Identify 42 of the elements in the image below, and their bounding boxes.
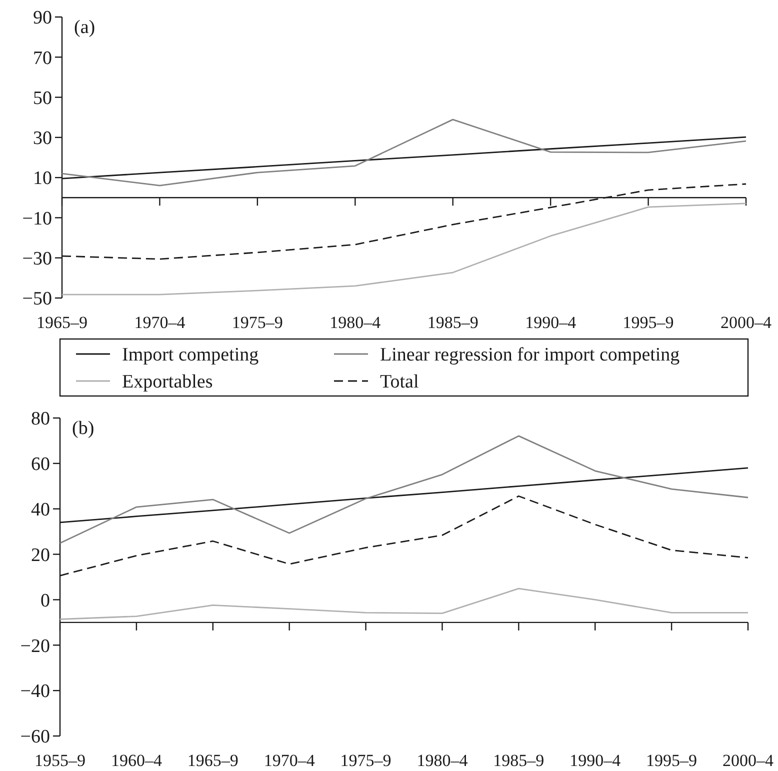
x-tick-label: 1965–9 <box>187 751 238 770</box>
line-series <box>61 202 747 296</box>
legend-label: Total <box>380 372 419 393</box>
x-tick-label: 1990–4 <box>570 751 622 770</box>
y-tick-label: 90 <box>33 8 52 29</box>
x-tick-label: 1985–9 <box>427 313 478 332</box>
x-tick-label: 1990–4 <box>525 313 577 332</box>
x-tick-label: 1970–4 <box>134 313 186 332</box>
x-tick-label: 1980–4 <box>330 313 382 332</box>
legend-label: Import competing <box>122 344 260 366</box>
y-tick-label: 20 <box>31 544 50 566</box>
y-tick-label: 10 <box>33 168 52 190</box>
y-tick-label: −10 <box>22 208 52 230</box>
x-tick-label: 1985–9 <box>493 751 544 770</box>
line-series <box>59 588 749 620</box>
x-tick-label: 1970–4 <box>264 751 316 770</box>
y-tick-label: −50 <box>22 288 52 310</box>
chart-title: (a) <box>74 17 96 38</box>
x-tick-label: 1980–4 <box>416 751 468 770</box>
y-tick-label: 60 <box>31 454 50 476</box>
x-tick-label: 1960–4 <box>110 751 162 770</box>
y-tick-label: −40 <box>20 681 50 702</box>
y-tick-label: −30 <box>22 248 52 270</box>
x-tick-label: 1975–9 <box>232 313 283 332</box>
legend-label: Exportables <box>122 372 213 393</box>
y-tick-label: 40 <box>31 500 50 521</box>
y-tick-label: 30 <box>33 128 52 150</box>
x-tick-label: 1975–9 <box>340 751 392 770</box>
x-tick-label: 1965–9 <box>36 313 88 332</box>
x-tick-label: 2000–4 <box>722 751 774 770</box>
chart-title: (b) <box>72 418 94 439</box>
legend-label: Linear regression for import competing <box>380 344 680 366</box>
y-tick-label: 70 <box>33 48 52 69</box>
x-tick-label: 1955–9 <box>34 751 86 770</box>
y-tick-label: −60 <box>20 726 50 748</box>
x-tick-label: 1995–9 <box>646 751 698 770</box>
y-tick-label: 0 <box>40 590 50 612</box>
x-tick-label: 2000–4 <box>720 313 772 332</box>
y-tick-label: −20 <box>20 636 50 657</box>
x-tick-label: 1995–9 <box>622 313 674 332</box>
y-tick-label: 80 <box>31 408 50 430</box>
y-tick-label: 50 <box>33 88 52 109</box>
